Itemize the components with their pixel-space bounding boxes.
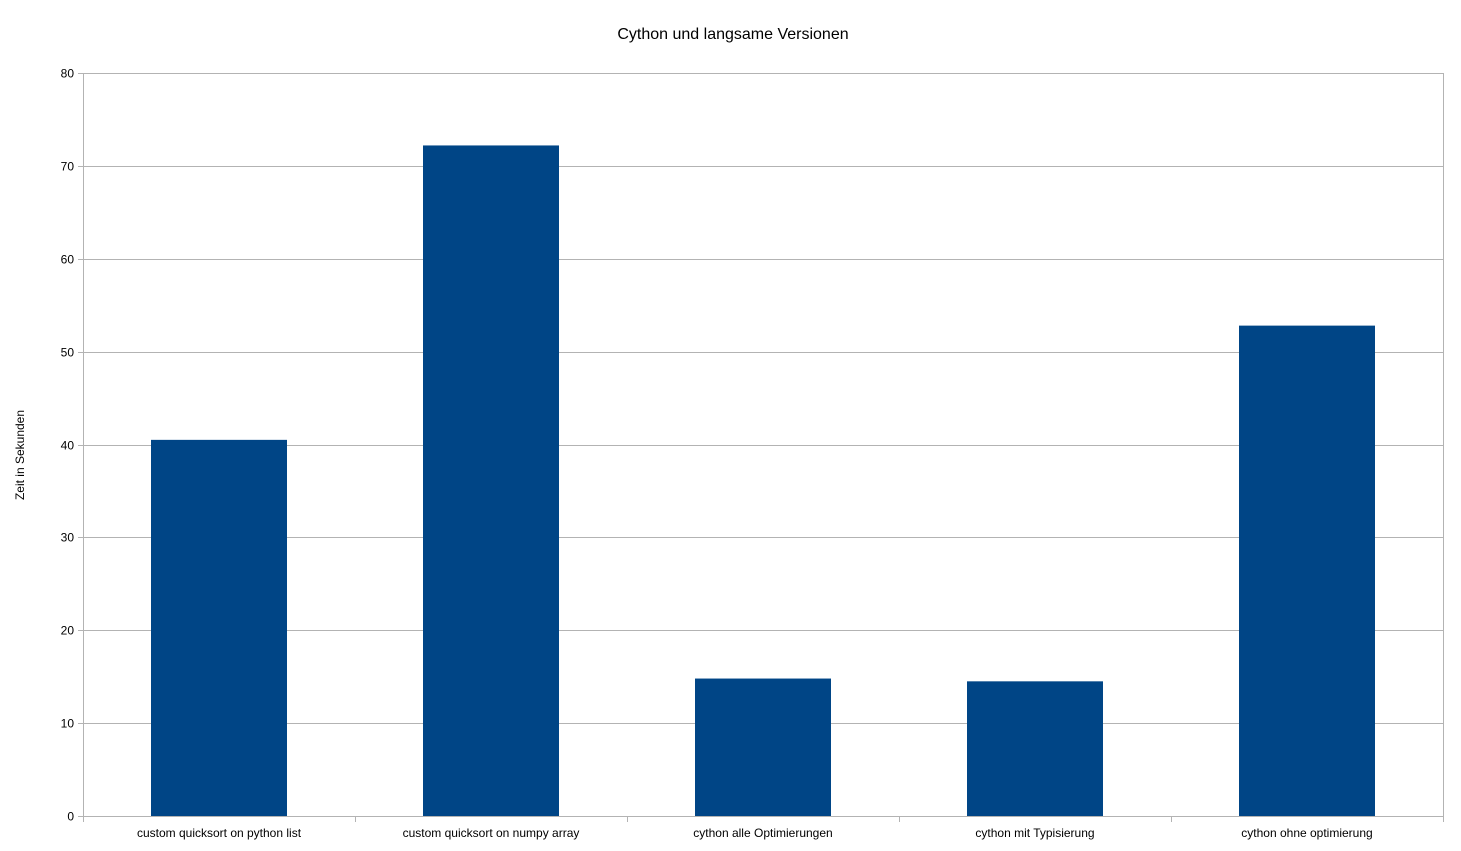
x-tick-label: custom quicksort on python list — [137, 826, 302, 840]
y-axis-title: Zeit in Sekunden — [13, 410, 27, 500]
bar — [695, 678, 831, 816]
x-tick-label: cython alle Optimierungen — [693, 826, 832, 840]
x-tick-labels: custom quicksort on python list custom qu… — [137, 826, 1373, 840]
y-tick-label: 30 — [61, 531, 75, 545]
y-tick-label: 10 — [61, 717, 75, 731]
x-tick-label: custom quicksort on numpy array — [403, 826, 580, 840]
x-tick-label: cython mit Typisierung — [975, 826, 1094, 840]
y-tick-label: 40 — [61, 439, 75, 453]
y-tick-labels: 0 10 20 30 40 50 60 70 80 — [61, 67, 75, 824]
bar — [1239, 325, 1375, 816]
axes — [83, 73, 1444, 822]
bars — [151, 145, 1375, 816]
y-tick-label: 60 — [61, 253, 75, 267]
y-tick-label: 0 — [67, 810, 74, 824]
bar — [151, 439, 287, 816]
y-tick-label: 20 — [61, 624, 75, 638]
chart-title: Cython und langsame Versionen — [617, 26, 848, 43]
x-tick-label: cython ohne optimierung — [1241, 826, 1372, 840]
y-tick-label: 50 — [61, 346, 75, 360]
gridlines — [78, 73, 1443, 817]
y-tick-label: 70 — [61, 160, 75, 174]
bar — [967, 681, 1103, 816]
y-tick-label: 80 — [61, 67, 75, 81]
bar — [423, 145, 559, 816]
